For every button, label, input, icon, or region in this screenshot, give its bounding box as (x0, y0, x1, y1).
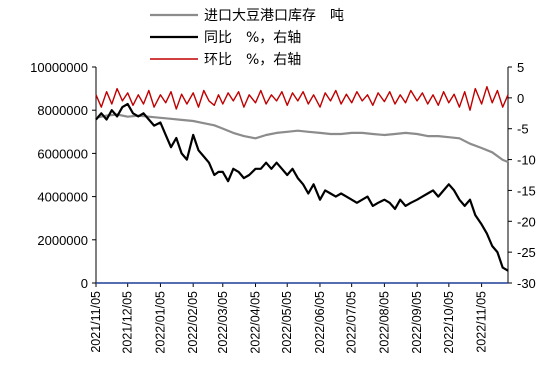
right-tick-label: 0 (517, 91, 524, 106)
right-tick-label: -20 (517, 214, 536, 229)
series-line-3 (95, 85, 509, 111)
x-tick-label: 2022/09/05 (410, 291, 424, 354)
left-tick-label: 6000000 (37, 146, 88, 161)
right-tick-label: -30 (517, 276, 536, 291)
left-tick-label: 8000000 (37, 103, 88, 118)
x-tick-label: 2021/12/05 (121, 291, 135, 354)
right-tick-label: -25 (517, 245, 536, 260)
right-tick-label: -15 (517, 183, 536, 198)
x-tick-label: 2022/06/05 (313, 291, 327, 354)
left-tick-label: 2000000 (37, 233, 88, 248)
axes: 0 2000000 4000000 6000000 8000000 10000000 5 0 -… (30, 60, 536, 354)
x-tick-label: 2022/01/05 (153, 291, 167, 354)
x-tick-label: 2022/08/05 (377, 291, 391, 354)
x-tick-label: 2022/07/05 (345, 291, 359, 354)
right-tick-label: 5 (517, 60, 524, 75)
series-line-2 (95, 102, 509, 272)
x-tick-label: 2022/04/05 (249, 291, 263, 354)
left-tick-label: 0 (81, 276, 88, 291)
legend-label: 环比 %，右轴 (204, 52, 301, 68)
x-tick-label: 2021/11/05 (89, 291, 103, 353)
series-layer (95, 85, 509, 272)
left-tick-label: 10000000 (30, 60, 88, 75)
x-tick-label: 2022/10/05 (442, 291, 456, 354)
x-tick-label: 2022/11/05 (475, 291, 489, 353)
series-line-1 (95, 113, 509, 164)
legend-label: 同比 %，右轴 (204, 30, 301, 46)
x-tick-label: 2022/03/05 (216, 291, 230, 354)
legend-label: 进口大豆港口库存 吨 (204, 8, 344, 24)
x-tick-label: 2022/02/05 (186, 291, 200, 354)
right-tick-label: -10 (517, 153, 536, 168)
x-tick-label: 2022/05/05 (280, 291, 294, 354)
right-tick-label: -5 (517, 122, 529, 137)
left-tick-label: 4000000 (37, 190, 88, 205)
